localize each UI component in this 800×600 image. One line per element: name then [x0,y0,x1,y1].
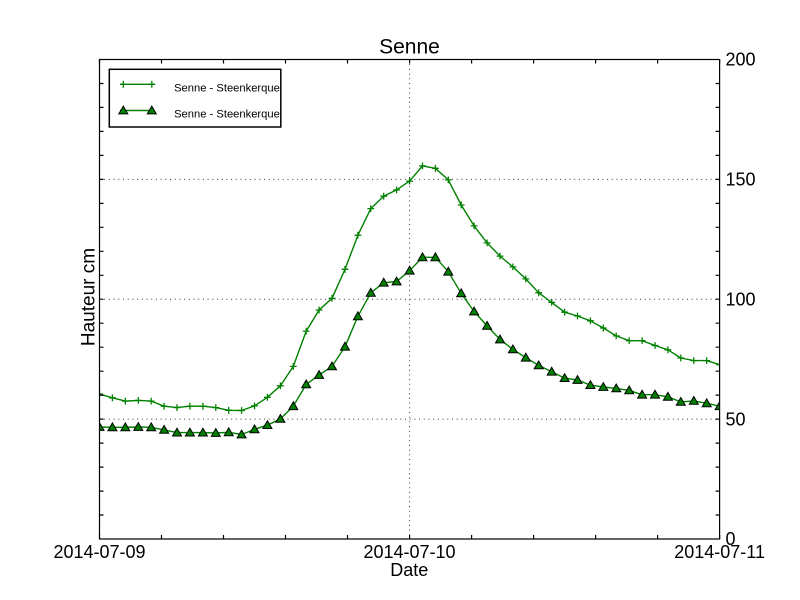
svg-text:150: 150 [726,170,756,190]
svg-text:0: 0 [726,529,736,549]
svg-text:Date: Date [390,560,428,580]
svg-text:Senne - Steenkerque: Senne - Steenkerque [174,109,280,121]
svg-text:100: 100 [726,289,756,309]
svg-text:Senne - Steenkerque: Senne - Steenkerque [174,83,280,95]
svg-text:Senne: Senne [379,36,440,59]
svg-text:Hauteur cm: Hauteur cm [79,248,100,346]
svg-text:200: 200 [726,50,756,70]
svg-text:2014-07-10: 2014-07-10 [363,542,455,562]
svg-text:2014-07-11: 2014-07-11 [674,542,765,562]
svg-text:50: 50 [726,409,746,429]
svg-text:2014-07-09: 2014-07-09 [53,542,145,562]
